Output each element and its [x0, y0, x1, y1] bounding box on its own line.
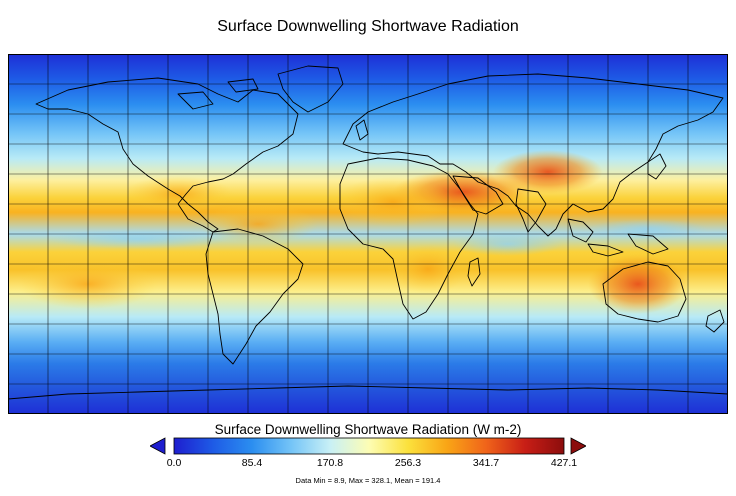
- colorbar-tick-label: 341.7: [472, 457, 500, 469]
- colorbar-tick-label: 85.4: [241, 457, 263, 469]
- map-border: [8, 54, 728, 414]
- colorbar: [150, 437, 586, 455]
- colorbar-under-arrow: [150, 437, 166, 455]
- radiation-map: [8, 54, 728, 414]
- colorbar-over-arrow: [570, 437, 586, 455]
- colorbar-tick-label: 256.3: [394, 457, 422, 469]
- colorbar-gradient: [173, 437, 565, 455]
- map-title: Surface Downwelling Shortwave Radiation: [217, 18, 519, 35]
- data-statistics: Data Min = 8.9, Max = 328.1, Mean = 191.…: [295, 476, 441, 485]
- colorbar-tick-label: 0.0: [166, 457, 182, 469]
- colorbar-tick-label: 170.8: [316, 457, 344, 469]
- colorbar-title: Surface Downwelling Shortwave Radiation …: [214, 422, 522, 437]
- graticule: [8, 54, 728, 414]
- colorbar-tick-label: 427.1: [550, 457, 578, 469]
